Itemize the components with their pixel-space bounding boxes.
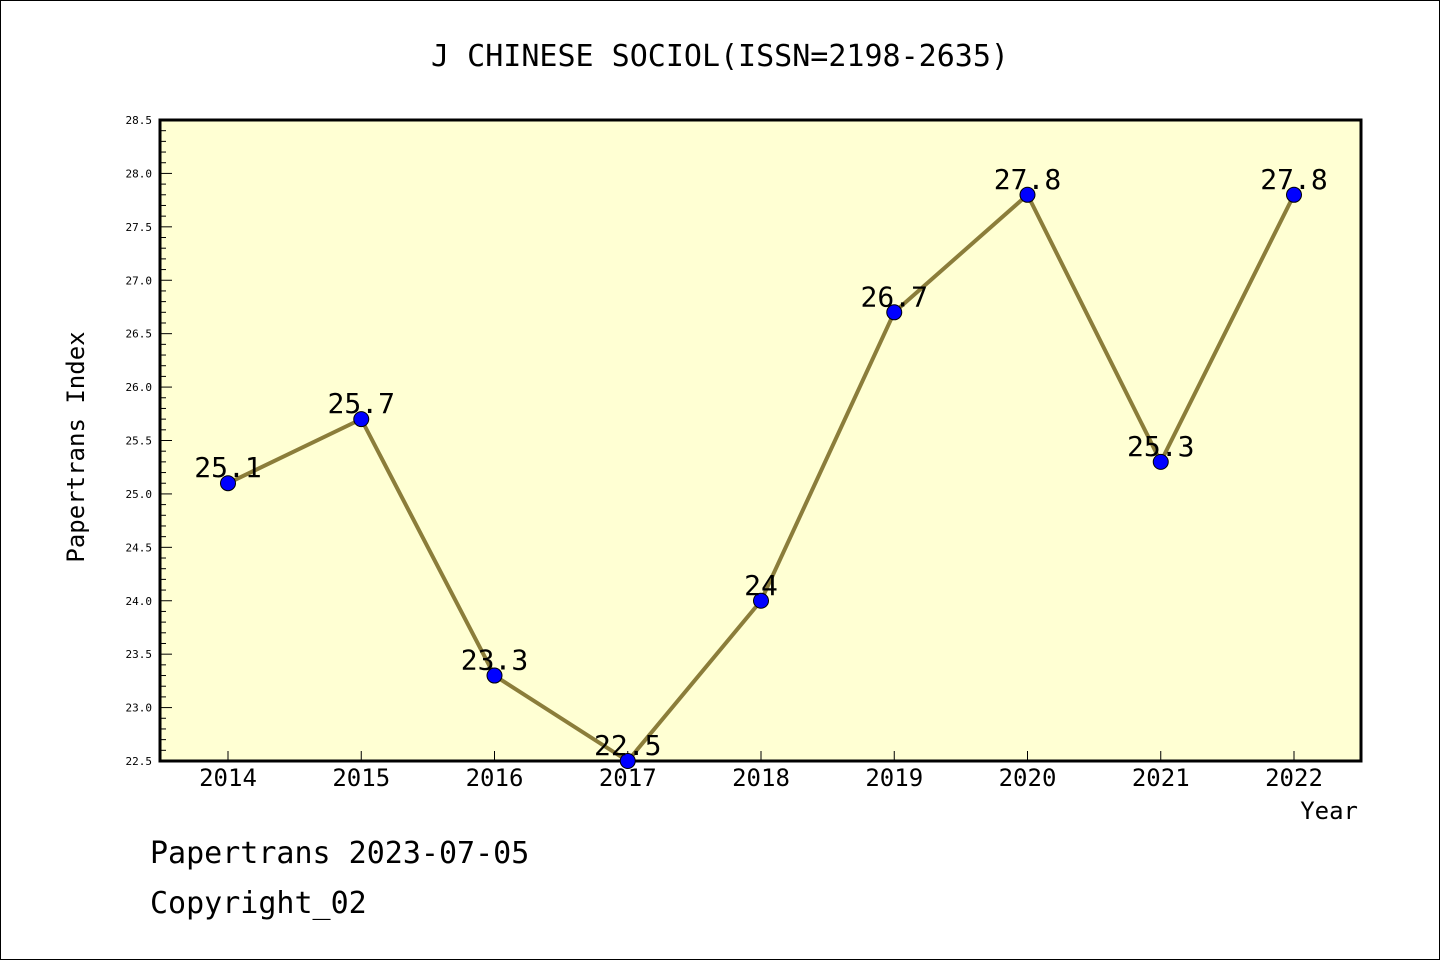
footer-copyright: Copyright_02 bbox=[150, 886, 367, 921]
x-tick-label: 2016 bbox=[466, 764, 524, 792]
y-tick-label: 28.5 bbox=[126, 114, 153, 127]
y-axis-label: Papertrans Index bbox=[62, 331, 90, 562]
data-point bbox=[1286, 186, 1302, 203]
data-labels: 25.1 25.7 23.3 22.5 24 26.7 27.8 25.3 27.8 bbox=[194, 163, 1327, 762]
y-tick-label: 26.0 bbox=[126, 381, 153, 394]
y-tick-label: 25.5 bbox=[126, 435, 153, 448]
data-point bbox=[353, 411, 370, 428]
data-label: 27.8 bbox=[994, 163, 1061, 196]
x-tick-label: 2021 bbox=[1132, 764, 1190, 792]
data-point bbox=[486, 667, 503, 684]
data-label: 24 bbox=[744, 569, 778, 602]
x-axis-tick-labels: 2014 2015 2016 2017 2018 2019 2020 2021 2022 bbox=[199, 764, 1323, 792]
y-axis-tick-labels: 22.5 23.0 23.5 24.0 24.5 25.0 25.5 26.0 26.5 27.0… bbox=[126, 114, 153, 768]
data-markers bbox=[220, 186, 1302, 769]
data-label: 23.3 bbox=[461, 644, 528, 677]
x-tick-label: 2019 bbox=[865, 764, 923, 792]
y-tick-label: 26.5 bbox=[126, 328, 153, 341]
chart-title: J CHINESE SOCIOL(ISSN=2198-2635) bbox=[431, 39, 1009, 74]
plot-area bbox=[158, 118, 1363, 763]
footer-date: Papertrans 2023-07-05 bbox=[150, 836, 530, 871]
data-point bbox=[220, 475, 236, 492]
y-tick-label: 27.0 bbox=[126, 274, 153, 287]
x-axis-label: Year bbox=[1300, 797, 1358, 825]
data-label: 27.8 bbox=[1260, 163, 1327, 196]
y-axis-ticks bbox=[160, 119, 172, 762]
y-tick-label: 24.0 bbox=[126, 595, 153, 608]
y-tick-label: 23.0 bbox=[126, 702, 153, 715]
x-tick-label: 2015 bbox=[332, 764, 390, 792]
y-tick-label: 22.5 bbox=[126, 755, 153, 768]
data-point bbox=[886, 304, 903, 321]
y-tick-label: 23.5 bbox=[126, 648, 153, 661]
data-point bbox=[753, 592, 769, 609]
data-label: 22.5 bbox=[594, 729, 661, 762]
data-point bbox=[619, 753, 636, 769]
data-label: 25.3 bbox=[1127, 430, 1194, 463]
y-tick-label: 25.0 bbox=[126, 488, 153, 501]
data-label: 25.7 bbox=[328, 387, 395, 420]
data-point bbox=[1019, 186, 1036, 203]
y-tick-label: 27.5 bbox=[126, 221, 153, 234]
x-tick-label: 2020 bbox=[999, 764, 1057, 792]
y-tick-label: 28.0 bbox=[126, 167, 153, 180]
data-label: 26.7 bbox=[861, 280, 928, 313]
x-tick-label: 2022 bbox=[1265, 764, 1323, 792]
y-tick-label: 24.5 bbox=[126, 541, 153, 554]
x-tick-label: 2018 bbox=[732, 764, 790, 792]
data-label: 25.1 bbox=[194, 451, 261, 484]
data-point bbox=[1152, 453, 1169, 470]
x-tick-label: 2014 bbox=[199, 764, 257, 792]
